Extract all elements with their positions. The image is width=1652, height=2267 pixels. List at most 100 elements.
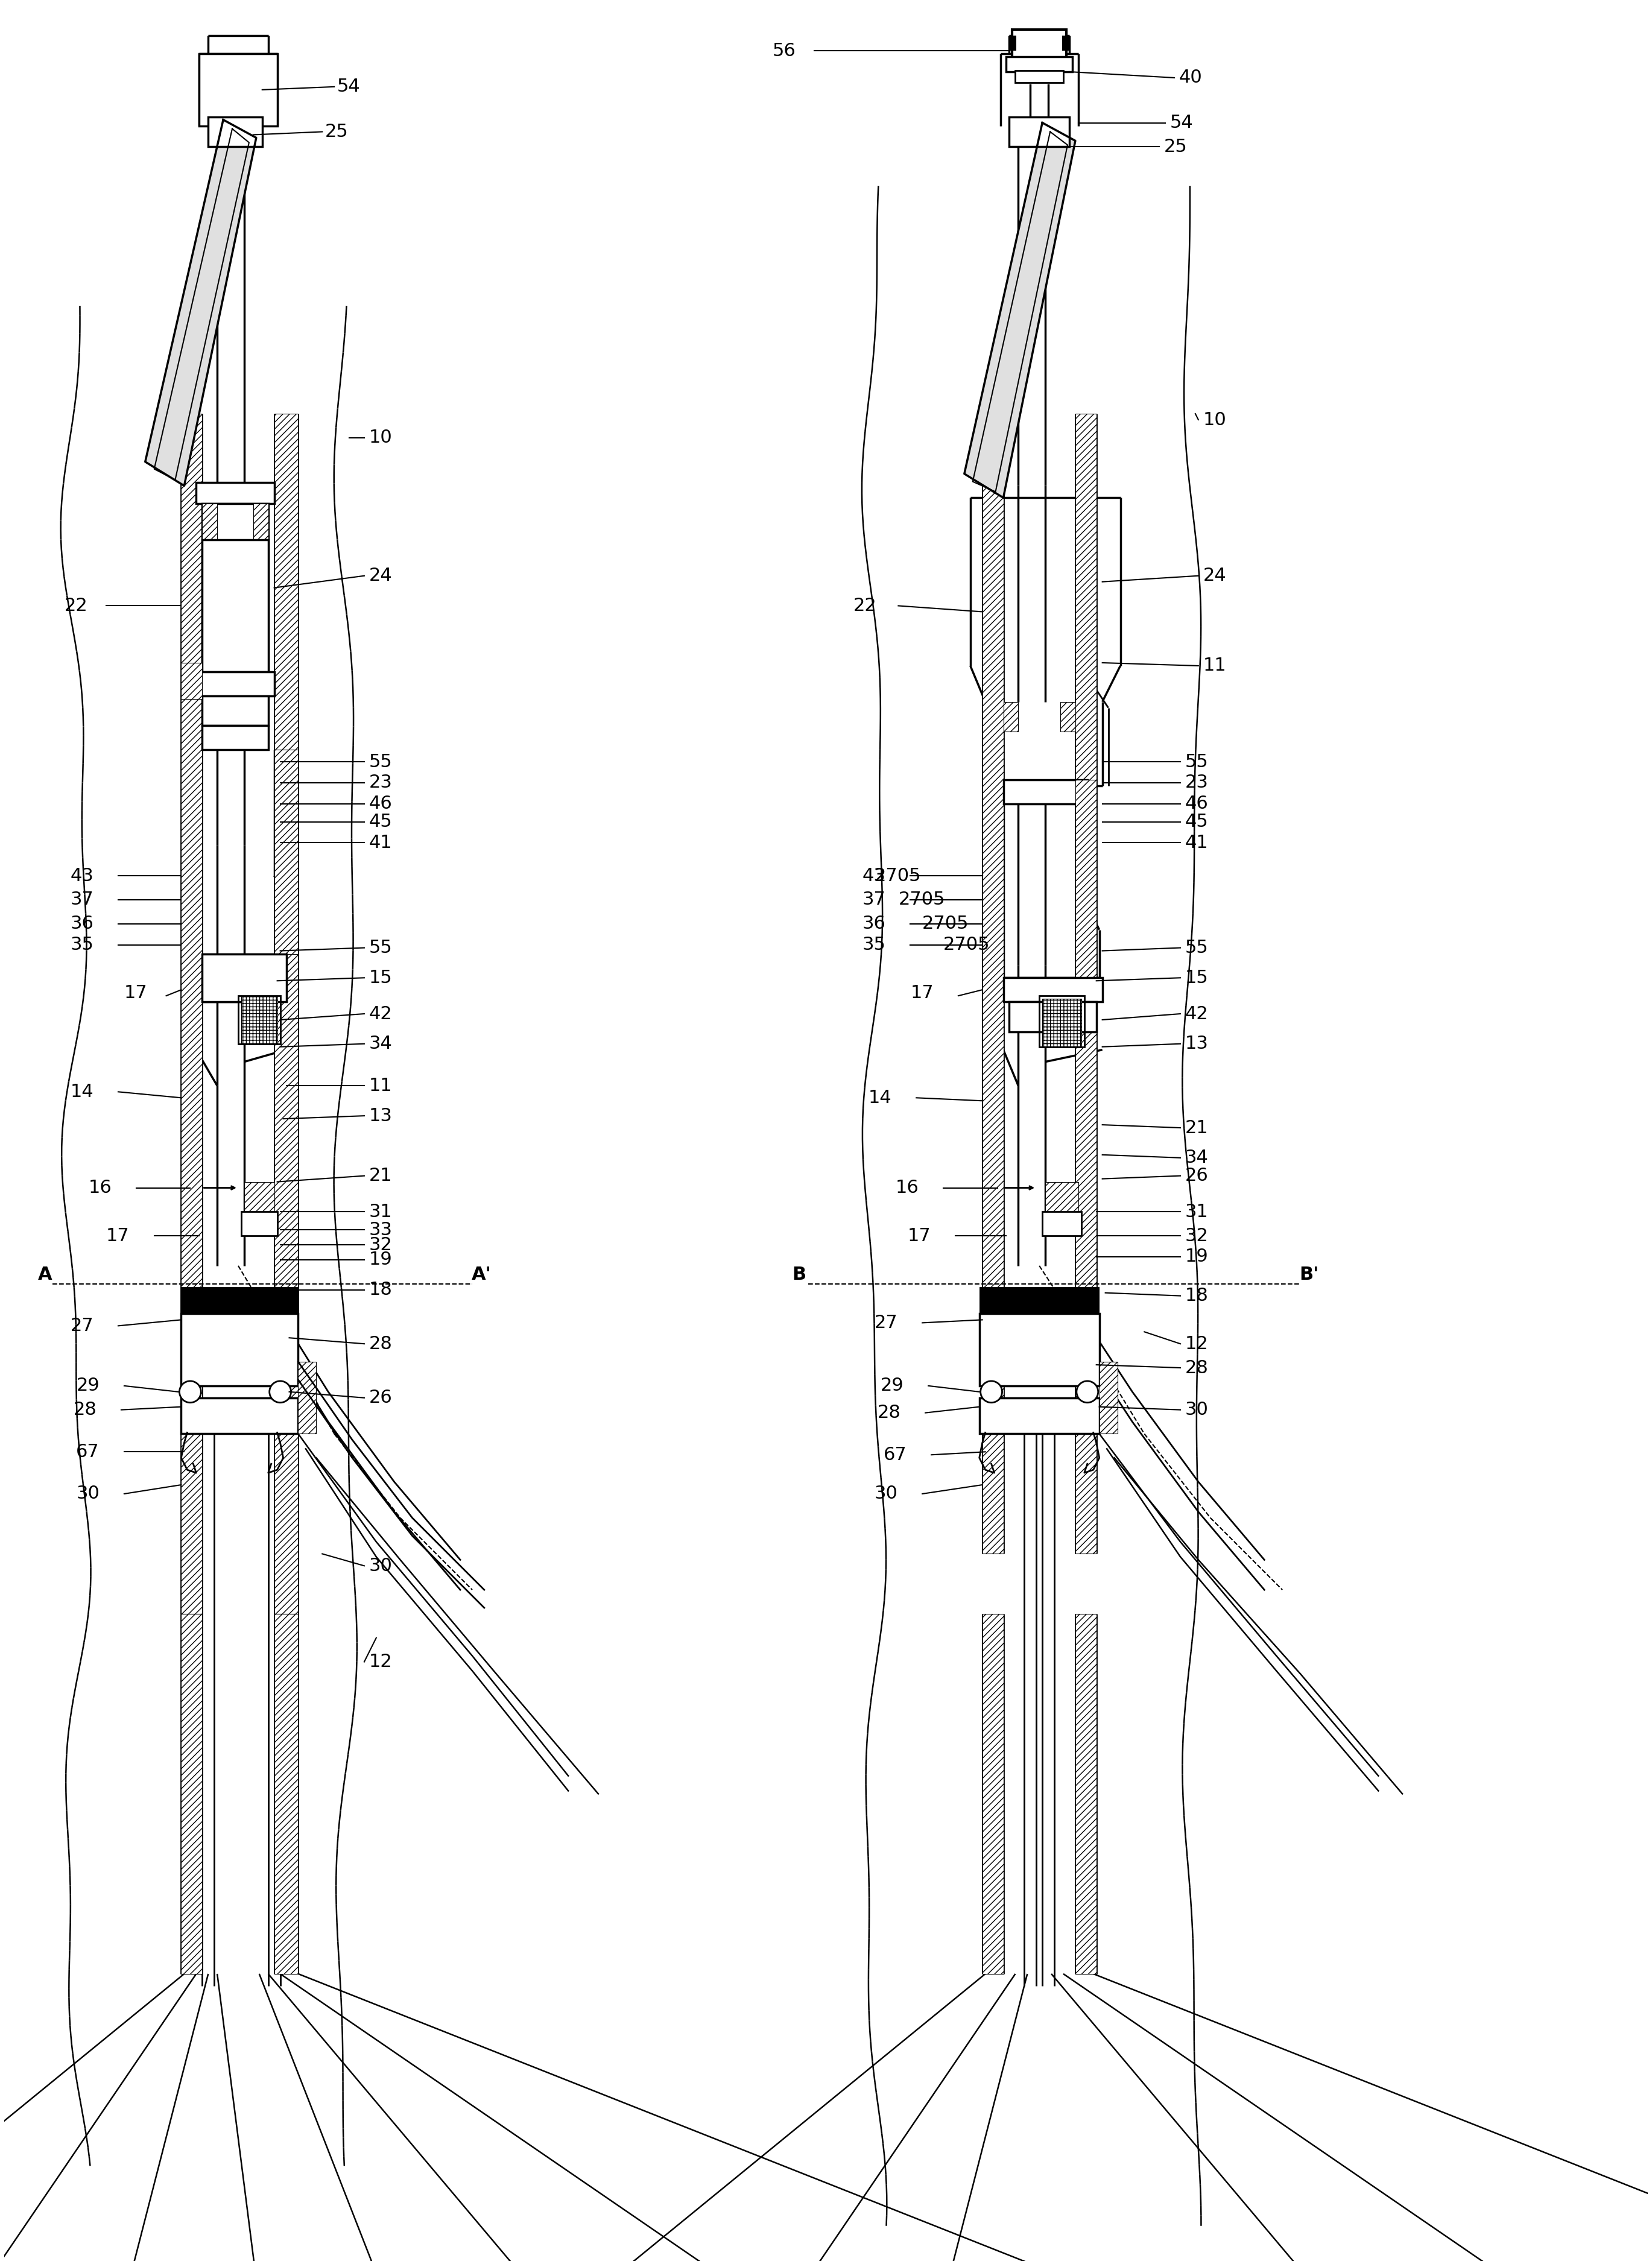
Polygon shape [145,120,256,485]
Text: 28: 28 [877,1403,900,1421]
Bar [980,1399,1099,1433]
Bar [200,54,278,125]
Bar [1099,1362,1117,1433]
Text: 30: 30 [1184,1401,1209,1419]
Bar [1003,780,1087,805]
Bar [1042,1213,1082,1236]
Text: 43: 43 [69,866,94,884]
Bar [202,725,268,750]
Text: 11: 11 [368,1077,393,1095]
Bar [1003,977,1102,1002]
Bar [1006,57,1072,73]
Bar [274,1614,299,1975]
Bar [1016,70,1064,82]
Bar [274,750,299,954]
Text: 37: 37 [862,891,885,909]
Circle shape [269,1381,291,1403]
Text: 55: 55 [368,753,393,771]
Bar [182,415,202,1614]
Text: 17: 17 [910,984,933,1002]
Text: A: A [38,1265,53,1283]
Text: 24: 24 [368,567,393,585]
Text: 2705: 2705 [899,891,945,909]
Text: 23: 23 [1184,773,1209,791]
Bar [208,118,263,147]
Bar [1042,1000,1082,1047]
Text: 45: 45 [1184,814,1209,830]
Text: 30: 30 [368,1557,393,1576]
Text: 13: 13 [1184,1036,1209,1052]
Bar [241,995,278,1043]
Text: 55: 55 [1184,753,1209,771]
Text: 26: 26 [368,1390,393,1406]
Bar [238,995,281,1043]
Text: 18: 18 [1184,1288,1209,1304]
Bar [299,1362,316,1433]
Text: 36: 36 [69,916,94,932]
Text: 24: 24 [1203,567,1226,585]
Circle shape [1077,1381,1099,1403]
Text: 67: 67 [884,1446,907,1464]
Text: 45: 45 [368,814,393,830]
Text: B': B' [1300,1265,1320,1283]
Text: 33: 33 [368,1222,393,1238]
Text: 14: 14 [869,1088,892,1106]
Text: 32: 32 [1184,1226,1209,1245]
Text: 25: 25 [1165,138,1188,156]
Text: 30: 30 [874,1485,897,1503]
Text: 2705: 2705 [943,936,990,954]
Text: 28: 28 [368,1335,393,1353]
Bar [1003,703,1018,732]
Text: 32: 32 [368,1236,393,1254]
Text: 27: 27 [874,1315,897,1331]
Text: 14: 14 [69,1084,94,1099]
Text: 15: 15 [368,968,393,986]
Bar [202,503,216,540]
Bar [241,1213,278,1236]
Bar [1075,1614,1097,1975]
Text: 56: 56 [771,43,796,59]
Text: 16: 16 [895,1179,919,1197]
Text: 15: 15 [1184,968,1209,986]
Bar [980,1288,1099,1315]
Bar [202,503,268,671]
Text: 21: 21 [1184,1120,1209,1136]
Text: 23: 23 [368,773,393,791]
Text: 12: 12 [1184,1335,1209,1353]
Text: 27: 27 [69,1317,94,1335]
Text: 17: 17 [124,984,147,1002]
Text: 18: 18 [368,1281,393,1299]
Text: 10: 10 [368,428,393,447]
Bar [1075,415,1097,1553]
Bar [274,415,299,1614]
Bar [182,1315,299,1385]
Text: 2705: 2705 [922,916,970,932]
Bar [1009,36,1016,50]
Text: A': A' [471,1265,491,1283]
Bar [202,540,268,671]
Text: 54: 54 [337,77,360,95]
Text: 31: 31 [368,1204,393,1220]
Bar [1075,780,1097,977]
Bar [1062,36,1069,50]
Polygon shape [965,122,1075,499]
Text: 34: 34 [368,1036,393,1052]
Text: 28: 28 [1184,1358,1209,1376]
Text: 25: 25 [325,122,349,141]
Bar [182,1614,202,1975]
Text: 34: 34 [1184,1149,1209,1168]
Text: 35: 35 [69,936,94,954]
Text: B: B [793,1265,806,1283]
Text: 10: 10 [1203,410,1226,428]
Text: 21: 21 [368,1168,393,1186]
Text: 46: 46 [368,796,393,812]
Text: 2705: 2705 [874,866,922,884]
Text: 42: 42 [1184,1004,1209,1022]
Text: 30: 30 [76,1485,99,1503]
Text: 13: 13 [368,1106,393,1124]
Text: 17: 17 [907,1226,930,1245]
Text: 54: 54 [1170,113,1193,131]
Text: 22: 22 [64,596,88,614]
Circle shape [180,1381,202,1403]
Bar [202,954,286,1002]
